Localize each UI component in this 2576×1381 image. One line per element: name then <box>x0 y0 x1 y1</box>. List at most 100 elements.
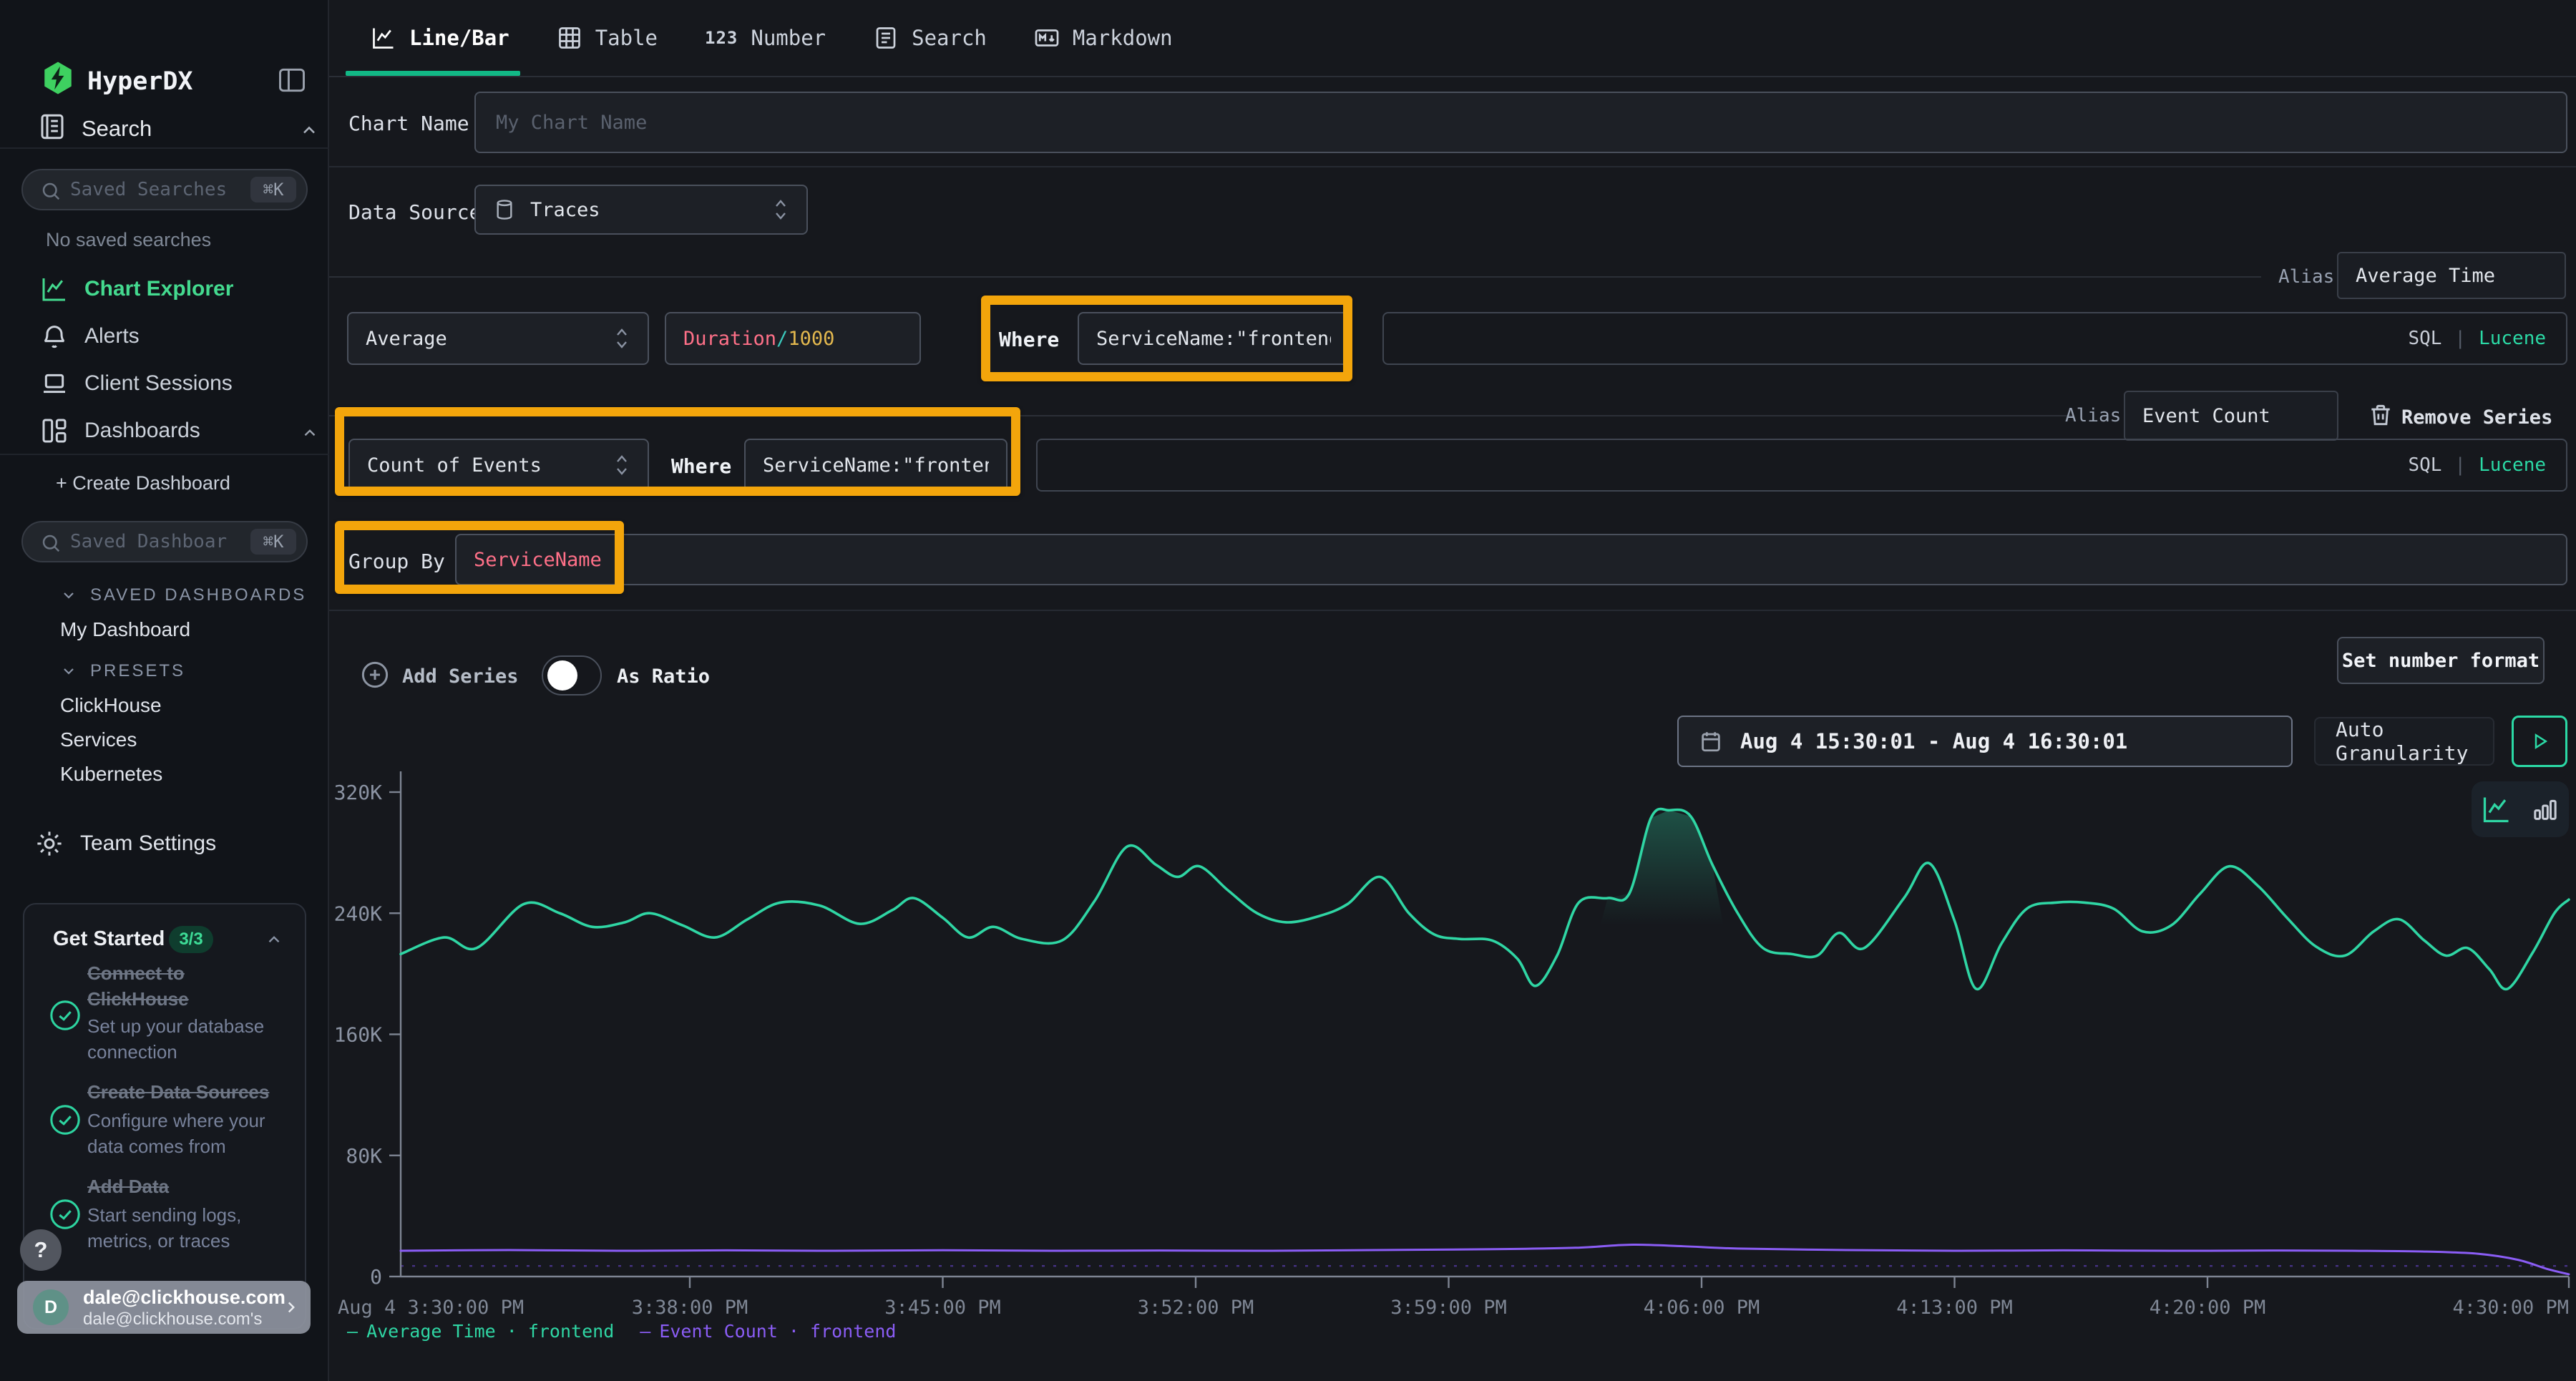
sql-mode-button[interactable]: SQL <box>2408 454 2441 476</box>
check-circle-icon <box>49 1198 82 1231</box>
chart-line-icon <box>371 25 396 51</box>
series-2-aggregation-select[interactable]: Count of Events <box>348 439 649 492</box>
series-2-where-input[interactable] <box>746 440 1006 490</box>
x-tick-label: 3:52:00 PM <box>1138 1297 1254 1319</box>
chart-name-label: Chart Name <box>348 112 469 135</box>
tab-line-bar[interactable]: Line/Bar <box>371 25 509 51</box>
chevron-up-icon[interactable] <box>299 120 319 140</box>
section-presets[interactable]: PRESETS <box>60 661 185 681</box>
alias-label: Alias <box>2278 266 2334 288</box>
series-line-1 <box>401 1245 2569 1274</box>
data-source-label: Data Source <box>348 200 481 224</box>
plus-circle-icon[interactable] <box>360 660 390 690</box>
series-1-field-input[interactable]: Duration/1000 <box>665 312 921 365</box>
tab-markdown[interactable]: Markdown <box>1034 25 1173 51</box>
search-section-icon <box>37 112 67 142</box>
add-series-button[interactable]: Add Series <box>402 665 519 688</box>
get-started-card: Get Started 3/3 Connect to ClickHouse Se… <box>23 903 306 1329</box>
x-tick-label: Aug 4 3:30:00 PM <box>338 1297 524 1319</box>
tab-table[interactable]: Table <box>557 25 658 51</box>
series-1-aggregation-select[interactable]: Average <box>347 312 649 365</box>
x-tick-label: 4:20:00 PM <box>2150 1297 2266 1319</box>
chart-name-input[interactable] <box>476 93 2566 152</box>
chevron-up-icon[interactable] <box>301 424 319 442</box>
get-started-progress-badge: 3/3 <box>169 926 213 953</box>
hyperdx-chart-explorer: HyperDX Search ⌘K No saved searches Char… <box>0 0 2576 1381</box>
divider <box>0 454 329 455</box>
document-list-icon <box>873 25 899 51</box>
legend-item-average-time[interactable]: — Average Time · frontend <box>347 1321 614 1342</box>
chevron-up-icon[interactable] <box>265 930 283 949</box>
y-tick-label: 320K <box>334 781 383 804</box>
sidebar-item-kubernetes[interactable]: Kubernetes <box>60 763 162 786</box>
timeseries-chart[interactable]: 0 80K 160K 240K 320K Aug 4 3:30:00 PM 3:38:00 … <box>329 751 2576 1324</box>
remove-series-button[interactable]: Remove Series <box>2401 406 2552 429</box>
y-tick-label: 80K <box>346 1144 382 1168</box>
shortcut-badge: ⌘K <box>250 177 296 202</box>
section-saved-dashboards[interactable]: SAVED DASHBOARDS <box>60 585 306 605</box>
user-subtitle: dale@clickhouse.com's <box>83 1309 262 1329</box>
saved-searches-field[interactable] <box>70 173 228 206</box>
peak-glow <box>1601 810 1724 925</box>
bell-icon <box>40 322 69 351</box>
no-saved-searches-text: No saved searches <box>46 229 211 251</box>
get-started-item-title[interactable]: Connect to ClickHouse <box>87 960 288 1012</box>
chart-name-input-wrap <box>474 92 2567 153</box>
collapse-sidebar-icon[interactable] <box>276 64 308 96</box>
tab-search[interactable]: Search <box>873 25 987 51</box>
sidebar-item-clickhouse[interactable]: ClickHouse <box>60 694 162 717</box>
sidebar-item-alerts[interactable]: Alerts <box>0 313 329 359</box>
y-tick-label: 160K <box>334 1023 383 1047</box>
series-1-query-row: SQL | Lucene <box>1382 312 2567 365</box>
sidebar-item-search[interactable]: Search <box>82 116 152 142</box>
series-2-query-row: SQL | Lucene <box>1036 439 2567 492</box>
series-2-where-label: Where <box>671 454 731 478</box>
time-range-value: Aug 4 15:30:01 - Aug 4 16:30:01 <box>1740 729 2127 753</box>
y-tick-label: 240K <box>334 902 383 925</box>
group-by-input[interactable]: ServiceName <box>455 534 2567 585</box>
avatar: D <box>33 1289 69 1325</box>
create-dashboard-button[interactable]: + Create Dashboard <box>56 472 230 494</box>
get-started-item-title[interactable]: Create Data Sources <box>87 1079 288 1105</box>
number-123-icon: 123 <box>705 28 738 48</box>
sql-mode-button[interactable]: SQL <box>2408 328 2441 349</box>
y-tick-label: 0 <box>370 1265 382 1289</box>
as-ratio-toggle[interactable] <box>542 655 602 696</box>
saved-dashboards-field[interactable] <box>70 525 228 558</box>
divider <box>329 610 2576 611</box>
dashboard-grid-icon <box>40 416 69 445</box>
chart-type-tabbar: Line/Bar Table 123 Number Search <box>329 0 2576 79</box>
divider <box>329 276 2261 278</box>
search-icon <box>40 532 62 554</box>
x-tick-label: 3:38:00 PM <box>632 1297 748 1319</box>
lucene-mode-button[interactable]: Lucene <box>2479 454 2546 476</box>
laptop-icon <box>40 369 69 398</box>
sidebar-item-services[interactable]: Services <box>60 728 137 751</box>
toggle-knob <box>547 660 577 690</box>
saved-dashboards-input[interactable]: ⌘K <box>21 521 308 562</box>
x-tick-label: 4:30:00 PM <box>2452 1297 2569 1319</box>
saved-searches-input[interactable]: ⌘K <box>21 169 308 210</box>
series-1-where-input-wrap <box>1078 312 1350 365</box>
lucene-mode-button[interactable]: Lucene <box>2479 328 2546 349</box>
check-circle-icon <box>49 999 82 1032</box>
help-button[interactable]: ? <box>20 1229 62 1271</box>
x-tick-label: 4:13:00 PM <box>1896 1297 2013 1319</box>
data-source-select[interactable]: Traces <box>474 185 808 235</box>
sidebar-item-client-sessions[interactable]: Client Sessions <box>0 361 329 406</box>
get-started-item-title[interactable]: Add Data <box>87 1173 288 1199</box>
series-2-alias-input[interactable] <box>2125 392 2337 439</box>
sidebar: HyperDX Search ⌘K No saved searches Char… <box>0 0 329 1381</box>
sidebar-item-dashboards[interactable]: Dashboards <box>0 408 329 454</box>
sidebar-item-my-dashboard[interactable]: My Dashboard <box>60 618 190 641</box>
set-number-format-button[interactable]: Set number format <box>2337 637 2545 684</box>
legend-item-event-count[interactable]: — Event Count · frontend <box>640 1321 896 1342</box>
series-line-0 <box>401 809 2569 990</box>
trash-icon[interactable] <box>2367 401 2394 429</box>
series-1-where-input[interactable] <box>1079 313 1348 363</box>
get-started-item-desc: Configure where your data comes from <box>87 1108 295 1159</box>
series-1-alias-input[interactable] <box>2338 253 2565 298</box>
user-menu[interactable]: D dale@clickhouse.com dale@clickhouse.co… <box>17 1281 311 1334</box>
sidebar-item-chart-explorer[interactable]: Chart Explorer <box>0 266 329 312</box>
tab-number[interactable]: 123 Number <box>705 26 826 50</box>
